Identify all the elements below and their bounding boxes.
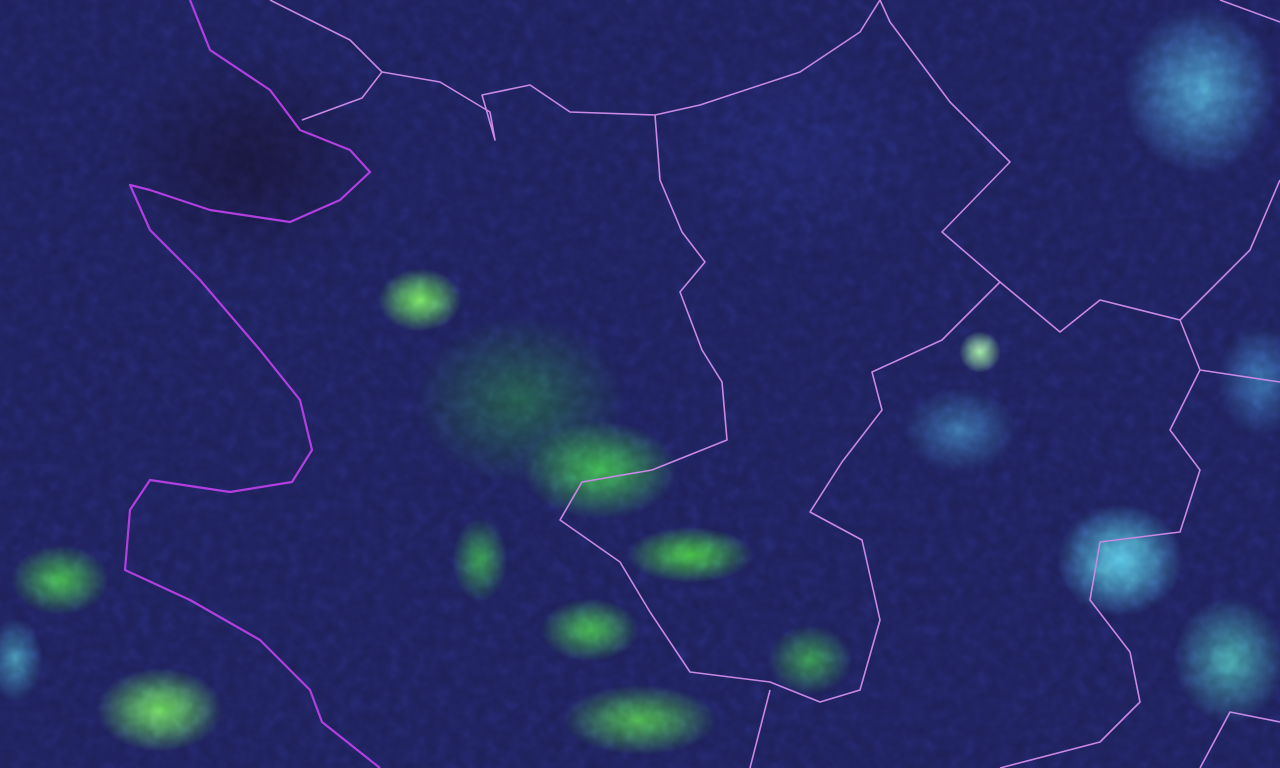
border-north-west xyxy=(269,0,383,121)
border-north-east xyxy=(1219,0,1280,23)
border-south-east xyxy=(999,319,1201,768)
border-central xyxy=(559,0,1011,703)
border-south xyxy=(749,689,771,768)
border-west xyxy=(123,0,381,768)
border-north xyxy=(381,0,881,141)
border-south-east-corner xyxy=(1199,711,1280,768)
border-east-2 xyxy=(1199,369,1280,383)
border-east xyxy=(999,179,1280,333)
